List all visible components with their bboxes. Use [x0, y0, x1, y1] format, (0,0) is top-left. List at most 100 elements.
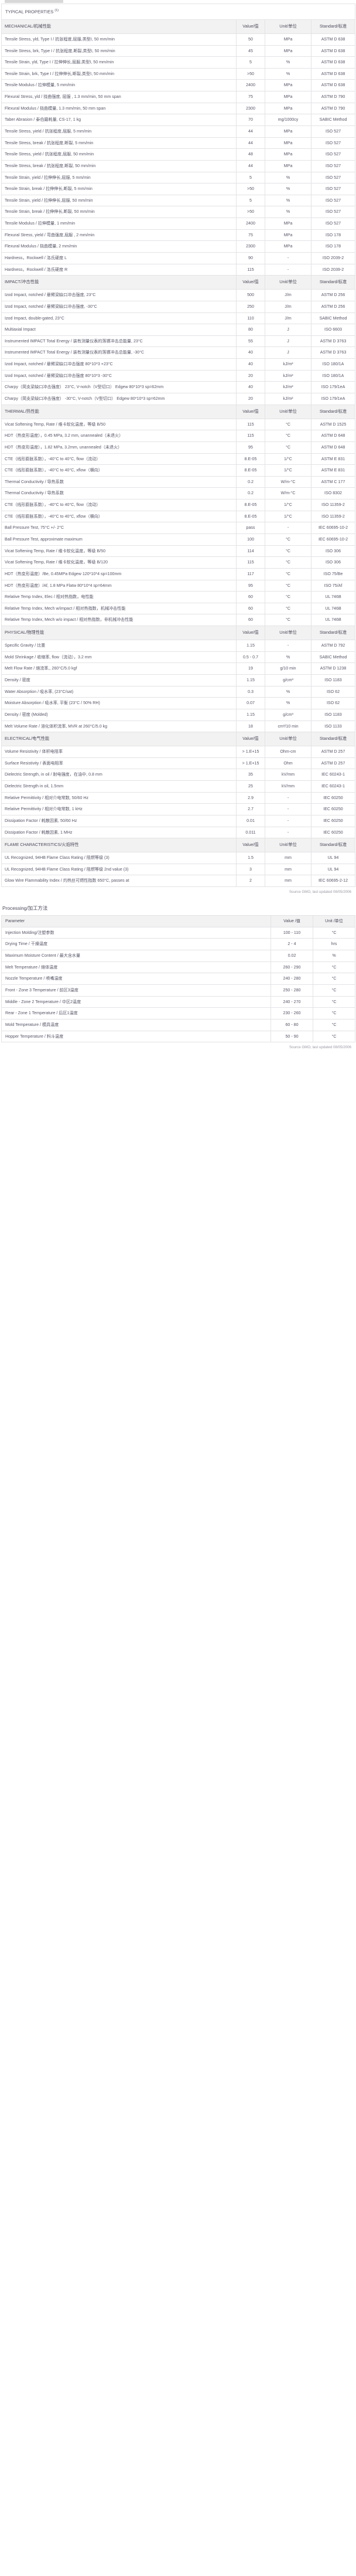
property-value: > 1.E+15	[236, 746, 265, 758]
processing-parameter-unit: °C	[313, 961, 355, 974]
table-row: Thermal Conductivity / 导热系数 0.2 W/m-°C ASTM…	[1, 475, 355, 488]
property-standard: ASTM E 831	[311, 464, 355, 477]
section-name: ELECTRICAL/电气性能	[1, 732, 237, 747]
property-standard: ISO 2039-2	[311, 263, 355, 276]
section-name: IMPACT/冲击性能	[1, 275, 237, 290]
property-standard: UL 746B	[311, 591, 355, 603]
property-value: 25	[236, 780, 265, 793]
property-value: 0.011	[236, 826, 265, 839]
processing-parameter-name: Injection Molding/注塑参数	[1, 926, 271, 939]
property-name: Flexural Stress, yield / 弯曲强度,屈服 , 2 mm/…	[1, 229, 237, 242]
property-name: Flexural Stress, yld / 挠曲强度, 屈服 , 1.3 mm…	[1, 91, 237, 103]
property-standard: ASTM D 648	[311, 430, 355, 442]
property-unit: %	[265, 56, 312, 69]
section-name: THERMAL/热性能	[1, 404, 237, 419]
property-unit: MPa	[265, 137, 312, 149]
column-header-unit: Unit/单位	[265, 838, 312, 853]
table-row: Surface Resistivity / 表面电阻率 > 1.E+15 Ohm AS…	[1, 757, 355, 770]
property-standard: ISO 306	[311, 545, 355, 558]
property-name: HDT（热变形温度），1.82 MPa, 3.2mm, unannealed（未…	[1, 441, 237, 454]
table-row: CTE（线形膨胀系数），-40°C to 40°C, flow（流动） 8.E-0…	[1, 499, 355, 511]
property-value: 1.5	[236, 852, 265, 864]
column-header-standard: Standard/标准	[311, 626, 355, 641]
property-value: 40	[236, 381, 265, 394]
processing-column-unit: Unit /单位	[313, 915, 355, 927]
table-row: Tensile Stress, break / 抗张程度,断裂, 5 mm/mi…	[1, 137, 355, 149]
property-unit: -	[265, 791, 312, 804]
property-value: 95	[236, 579, 265, 592]
table-row: CTE（线形膨胀系数），-40°C to 40°C, xflow（横向） 8.E-…	[1, 464, 355, 477]
property-unit: kJ/m²	[265, 381, 312, 394]
property-value: 90	[236, 252, 265, 264]
property-standard: ISO 178	[311, 229, 355, 242]
table-row: Tensile Modulus / 拉伸模量, 1 mm/min 2400 MPa I…	[1, 218, 355, 230]
property-unit: J/m	[265, 289, 312, 301]
property-unit: %	[265, 194, 312, 207]
property-value: 44	[236, 159, 265, 172]
processing-parameter-name: Drying Time / 干燥温度	[1, 938, 271, 951]
table-row: Izod Impact, notched / 悬臂梁缺口冲击强度 80*10*3…	[1, 358, 355, 371]
table-row: Density / 密度 1.15 g/cm³ ISO 1183	[1, 674, 355, 687]
property-name: Volume Resistivity / 体积电阻率	[1, 746, 237, 758]
property-value: >50	[236, 206, 265, 219]
property-value: 8.E-05	[236, 499, 265, 511]
property-unit: MPa	[265, 159, 312, 172]
property-standard: UL 746B	[311, 602, 355, 615]
property-name: Tensile Modulus / 拉伸模量, 5 mm/min	[1, 79, 237, 92]
section-header-row: THERMAL/热性能 Value/值 Unit/单位 Standard/标准	[1, 404, 355, 419]
processing-parameter-name: Melt Temperature / 熔体温度	[1, 961, 271, 974]
property-name: Relative Temp Index, Mech w/o impact / 相…	[1, 614, 237, 627]
property-standard: ASTM D 638	[311, 79, 355, 92]
property-standard: ISO 527	[311, 218, 355, 230]
property-unit: MPa	[265, 79, 312, 92]
property-value: 45	[236, 45, 265, 57]
property-value: 110	[236, 312, 265, 325]
property-value: >50	[236, 67, 265, 80]
property-unit: 1/°C	[265, 453, 312, 465]
property-standard: ISO 62	[311, 697, 355, 709]
property-unit: °C	[265, 567, 312, 580]
section-header-row: PHYSICAL/物理性能 Value/值 Unit/单位 Standard/标准	[1, 626, 355, 641]
property-name: Melt Volume Rate / 溶化体积流率, MVR at 260°C/…	[1, 720, 237, 733]
property-unit: g/cm³	[265, 708, 312, 721]
property-name: Tensile Stress, yield / 抗张程度,屈服, 50 mm/m…	[1, 148, 237, 161]
property-unit: %	[265, 206, 312, 219]
property-standard: ISO 2039-2	[311, 252, 355, 264]
table-row: Tensile Stress, brk, Type I / 抗张程度,断裂,类型…	[1, 45, 355, 57]
property-standard: ISO 8302	[311, 487, 355, 500]
property-unit: kV/mm	[265, 769, 312, 781]
property-name: Tensile Stress, break / 抗张程度,断裂, 5 mm/mi…	[1, 137, 237, 149]
property-name: Hardness，Rockwell / 洛氏硬度 R	[1, 263, 237, 276]
processing-parameter-name: Nozzle Temperature / 喷嘴温度	[1, 973, 271, 985]
property-standard: ASTM D 638	[311, 67, 355, 80]
property-unit: MPa	[265, 148, 312, 161]
column-header-standard: Standard/标准	[311, 275, 355, 290]
property-unit: J	[265, 346, 312, 359]
section-header-row: FLAME CHARACTERISTICS/火焰特性 Value/值 Unit/单位…	[1, 838, 355, 853]
processing-header-row: Parameter Value /值 Unit /单位	[1, 915, 355, 927]
property-value: 2400	[236, 79, 265, 92]
property-unit: W/m-°C	[265, 487, 312, 500]
property-unit: °C	[265, 591, 312, 603]
table-row: CTE（线形膨胀系数），-40°C to 40°C, flow（流动） 8.E-0…	[1, 453, 355, 465]
table-row: Ball Pressure Test, approximate maximum 1…	[1, 533, 355, 546]
property-standard: UL 94	[311, 852, 355, 864]
property-value: 20	[236, 369, 265, 382]
table-title-row: TYPICAL PROPERTIES (1)	[1, 4, 355, 20]
processing-parameter-value: 2 - 4	[271, 938, 313, 951]
column-header-unit: Unit/单位	[265, 19, 312, 34]
property-value: 1.15	[236, 640, 265, 652]
table-row: Melt Volume Rate / 溶化体积流率, MVR at 260°C/…	[1, 720, 355, 733]
property-unit: 1/°C	[265, 510, 312, 523]
processing-row: Nozzle Temperature / 喷嘴温度 240 - 280 °C	[1, 973, 355, 985]
property-value: 114	[236, 545, 265, 558]
property-standard: ASTM D 257	[311, 757, 355, 770]
property-unit: MPa	[265, 91, 312, 103]
processing-parameter-value: 100 - 110	[271, 926, 313, 939]
property-name: Tensile Strain, yield / 拉伸伸长,屈服, 5 mm/mi…	[1, 171, 237, 184]
property-unit: °C	[265, 556, 312, 569]
table-row: Thermal Conductivity / 导热系数 0.2 W/m-°C ISO …	[1, 487, 355, 500]
property-name: CTE（线形膨胀系数），-40°C to 40°C, xflow（横向）	[1, 510, 237, 523]
property-name: Ball Pressure Test, approximate maximum	[1, 533, 237, 546]
property-value: 5	[236, 56, 265, 69]
